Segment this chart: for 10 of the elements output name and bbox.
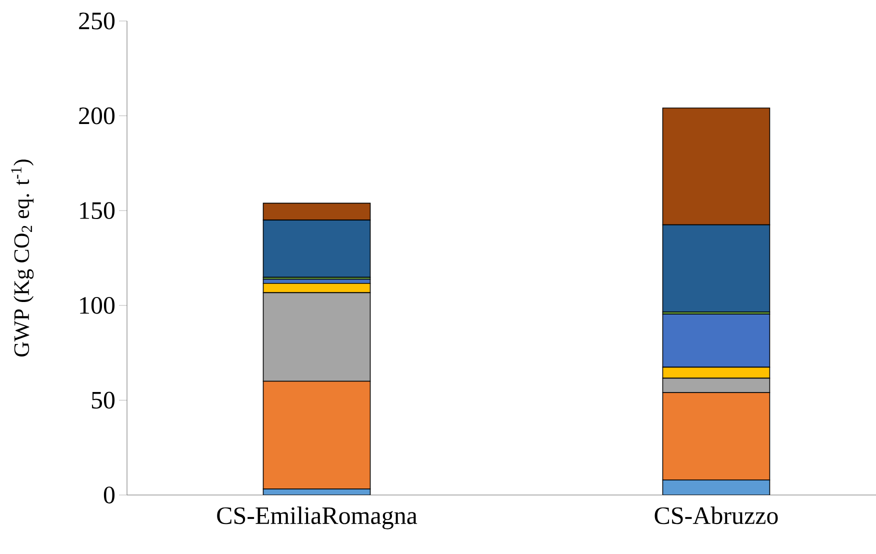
- bar: [662, 480, 770, 495]
- y-tick-label: 150: [80, 202, 115, 220]
- y-tick-label: 100: [80, 296, 115, 314]
- y-tick-label: 0: [104, 486, 115, 504]
- y-tick-label: 250: [79, 12, 115, 30]
- x-tick-label: CS-Abruzzo: [654, 506, 778, 524]
- x-tick-label: CS-EmiliaRomagna: [217, 506, 418, 530]
- y-tick-label: 50: [92, 392, 115, 409]
- y-axis-title: GWP (Kg CO$_{2}$ eq. t$^{-1}$): [11, 160, 34, 356]
- y-tick-label: 200: [79, 107, 115, 124]
